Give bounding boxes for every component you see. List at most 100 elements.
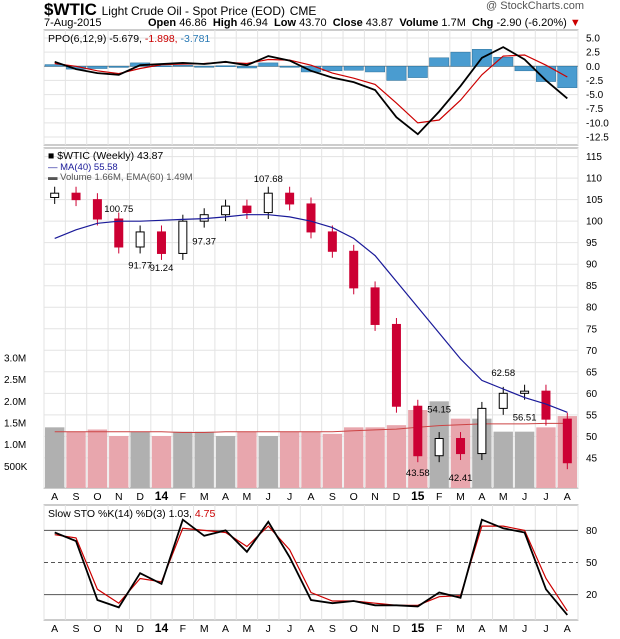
volume-bar: [344, 427, 364, 488]
sto-tick-label: 80: [586, 526, 598, 537]
volume-bar: [258, 436, 278, 488]
price-candle: [413, 405, 423, 457]
ppo-histogram-bar: [258, 62, 279, 67]
price-candle: [370, 287, 380, 325]
price-tick-label: 50: [586, 432, 598, 443]
price-annotation: 42.41: [449, 473, 473, 484]
price-axis-month-label: S: [73, 491, 80, 503]
volume-legend: ▬ Volume 1.66M, EMA(60) 1.49M: [48, 172, 193, 183]
ppo-tick-label: -10.0: [586, 118, 609, 129]
sto-axis-month-label: A: [478, 623, 485, 635]
price-axis-month-label: M: [200, 491, 209, 503]
sto-axis-month-label: 15: [411, 621, 425, 635]
volume-bar: [87, 429, 108, 488]
price-axis-month-label: N: [371, 491, 379, 503]
sto-axis-month-label: N: [115, 623, 123, 635]
sto-tick-label: 50: [586, 558, 598, 569]
sto-axis-month-label: A: [564, 623, 571, 635]
volume-bar: [194, 431, 214, 488]
volume-bar: [322, 433, 343, 488]
sto-d-line: [54, 525, 568, 612]
sto-axis-month-label: J: [266, 623, 271, 635]
volume-bar: [173, 431, 193, 488]
sto-legend-part: 1.03,: [169, 508, 195, 520]
sto-axis-month-label: 14: [155, 621, 169, 635]
price-axis-month-label: D: [393, 491, 401, 503]
exchange: CME: [289, 4, 317, 18]
volume-bar: [109, 436, 129, 488]
ppo-histogram-bar: [215, 65, 236, 67]
volume-bar: [130, 431, 150, 488]
price-axis-month-label: M: [243, 491, 252, 503]
ppo-histogram-bar: [536, 66, 556, 82]
price-candle: [156, 231, 166, 254]
sto-axis-month-label: M: [243, 623, 252, 635]
ppo-tick-label: 0.0: [586, 62, 600, 73]
price-tick-label: 85: [586, 281, 598, 292]
ppo-legend-part: -1.898,: [145, 33, 181, 45]
price-candle: [71, 192, 81, 201]
brand-label: @ StockCharts.com: [486, 0, 584, 12]
sto-axis-month-label: A: [222, 623, 229, 635]
price-axis-month-label: S: [329, 491, 336, 503]
ppo-tick-label: 2.5: [586, 48, 600, 59]
ppo-line: [54, 46, 568, 136]
sto-axis-month-label: F: [180, 623, 186, 635]
volume-bar: [66, 431, 86, 488]
price-axis-month-label: M: [499, 491, 508, 503]
ppo-tick-label: -2.5: [586, 76, 604, 87]
price-tick-label: 70: [586, 346, 598, 357]
price-legend-title: ■ $WTIC (Weekly) 43.87: [48, 150, 163, 162]
price-axis-month-label: 15: [411, 489, 425, 503]
ppo-tick-label: -7.5: [586, 104, 604, 115]
ma40-line: [54, 214, 568, 413]
price-candle: [520, 390, 530, 394]
price-tick-label: 100: [586, 217, 603, 228]
price-tick-label: 110: [586, 174, 602, 185]
price-axis-month-label: J: [287, 491, 292, 503]
sto-axis-month-label: F: [436, 623, 442, 635]
price-candle: [349, 250, 359, 289]
sto-axis-month-label: S: [329, 623, 336, 635]
price-axis-month-label: A: [307, 491, 314, 503]
price-annotation: 56.51: [513, 412, 537, 423]
sto-legend-part: Slow STO %K(14) %D(3): [48, 508, 169, 520]
volume-bar: [301, 431, 321, 488]
volume-bar: [279, 431, 300, 488]
price-candle: [221, 205, 231, 216]
volume-tick-label: 2.0M: [4, 397, 26, 408]
ppo-legend-part: PPO(6,12,9): [48, 33, 109, 45]
price-candle: [263, 192, 273, 214]
sto-axis-month-label: M: [200, 623, 209, 635]
price-tick-label: 55: [586, 410, 598, 421]
ppo-tick-label: -12.5: [586, 133, 609, 144]
price-candle: [434, 438, 444, 457]
ppo-histogram-bar: [87, 66, 108, 69]
price-axis-month-label: J: [522, 491, 527, 503]
price-tick-label: 65: [586, 367, 598, 378]
price-tick-label: 115: [586, 152, 602, 163]
price-tick-label: 45: [586, 453, 598, 464]
volume-tick-label: 500K: [4, 462, 28, 473]
sto-axis-month-label: A: [51, 623, 58, 635]
price-candle: [306, 203, 316, 233]
sto-axis-month-label: O: [93, 623, 101, 635]
volume-tick-label: 1.0M: [4, 440, 26, 451]
ppo-legend-part: -3.781: [181, 33, 211, 45]
price-axis-month-label: F: [436, 491, 442, 503]
sto-k-line: [54, 518, 568, 616]
price-candle: [391, 323, 401, 407]
ppo-histogram-bar: [557, 66, 578, 88]
price-candle: [477, 407, 487, 455]
ppo-tick-label: 5.0: [586, 34, 600, 45]
price-candle: [456, 438, 466, 455]
sto-axis-month-label: M: [456, 623, 465, 635]
ohlc-summary: Open 46.86 High 46.94 Low 43.70 Close 43…: [148, 17, 581, 29]
ppo-histogram-bar: [343, 66, 364, 71]
price-tick-label: 80: [586, 303, 598, 314]
ppo-histogram-bar: [365, 66, 386, 73]
ppo-tick-label: -5.0: [586, 90, 604, 101]
price-tick-label: 105: [586, 195, 603, 206]
price-candle: [498, 392, 508, 409]
